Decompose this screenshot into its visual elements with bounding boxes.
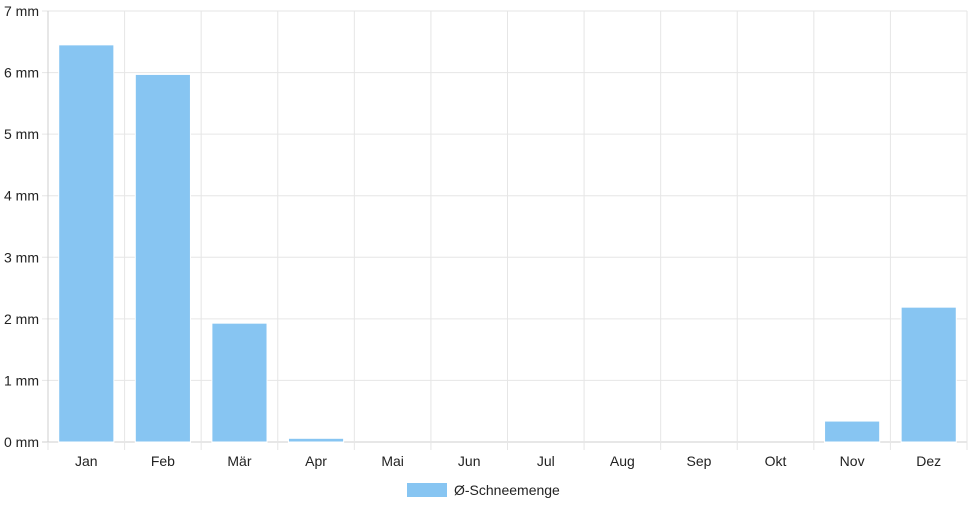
bar-feb	[134, 73, 191, 443]
y-tick-label: 3 mm	[4, 249, 39, 265]
x-tick-label: Jun	[458, 453, 481, 469]
y-tick-label: 1 mm	[4, 372, 39, 388]
axis-layer: 0 mm 1 mm 2 mm 3 mm 4 mm 5 mm 6 mm 7 mm Jan Feb Mä…	[4, 3, 941, 469]
y-tick-label: 4 mm	[4, 188, 39, 204]
x-tick-label: Apr	[305, 453, 327, 469]
bar-apr	[287, 437, 345, 443]
x-tick-label: Mai	[381, 453, 404, 469]
bar-jan	[58, 44, 115, 443]
grid-layer	[42, 10, 968, 450]
y-tick-label: 0 mm	[4, 434, 39, 450]
x-tick-label: Aug	[610, 453, 635, 469]
x-tick-label: Okt	[765, 453, 787, 469]
x-tick-label: Mär	[227, 453, 251, 469]
x-tick-label: Dez	[916, 453, 941, 469]
y-tick-label: 7 mm	[4, 3, 39, 19]
y-tick-label: 5 mm	[4, 126, 39, 142]
legend-swatch[interactable]	[407, 483, 447, 497]
legend-label[interactable]: Ø-Schneemenge	[454, 482, 560, 498]
y-tick-label: 2 mm	[4, 311, 39, 327]
x-tick-label: Jan	[75, 453, 98, 469]
legend[interactable]: Ø-Schneemenge	[407, 482, 560, 498]
x-tick-label: Feb	[151, 453, 175, 469]
x-tick-label: Nov	[840, 453, 865, 469]
x-tick-label: Sep	[686, 453, 711, 469]
bar-dez	[900, 306, 957, 443]
y-tick-label: 6 mm	[4, 65, 39, 81]
x-tick-label: Jul	[537, 453, 555, 469]
bar-layer	[58, 44, 957, 443]
bar-mär	[211, 322, 268, 443]
bar-nov	[824, 420, 881, 443]
